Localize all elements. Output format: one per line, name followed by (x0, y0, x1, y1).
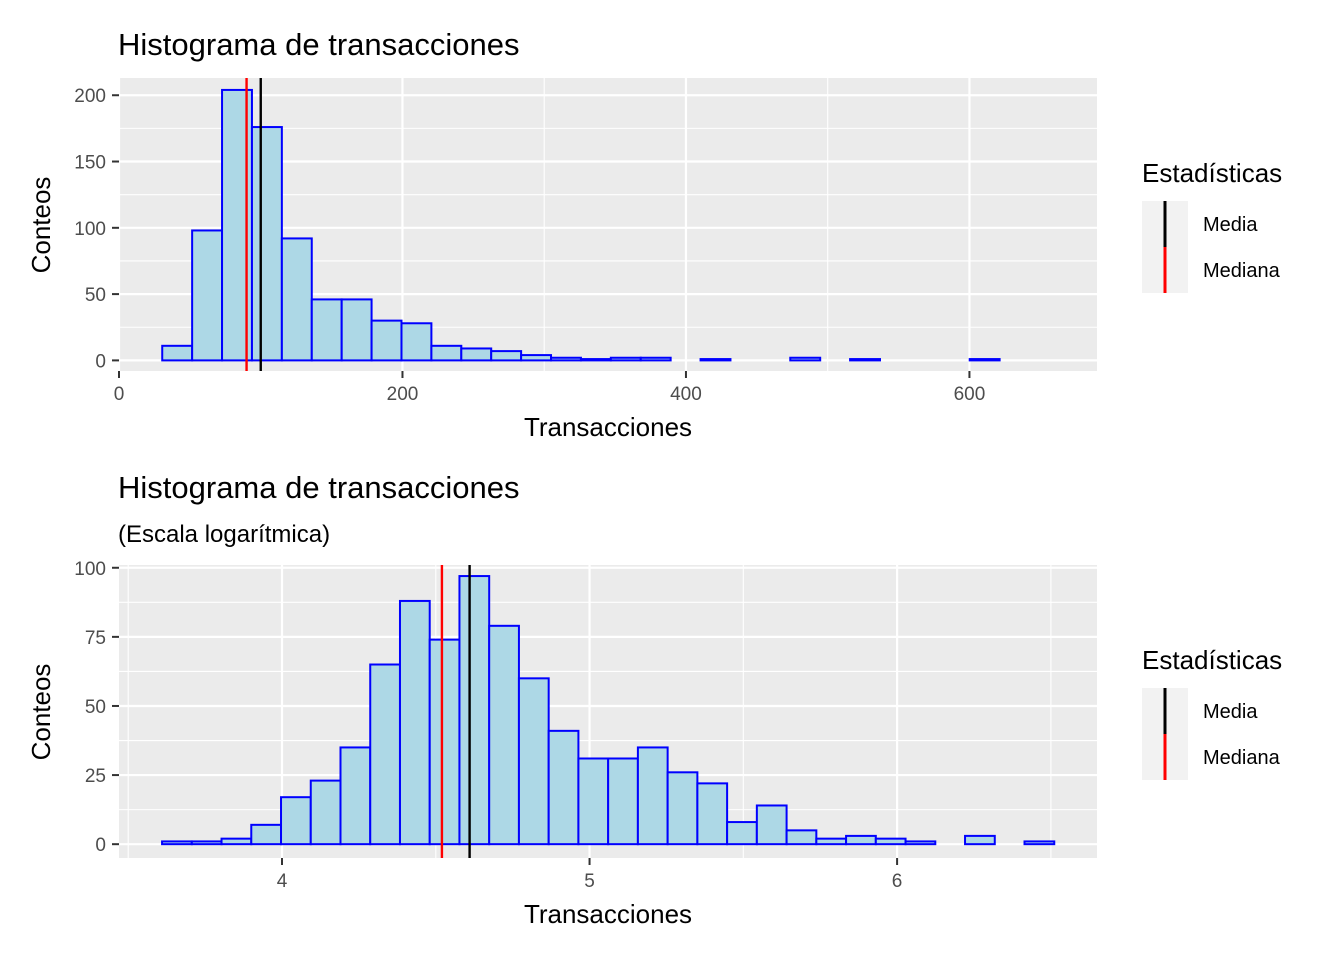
legend-label-mediana: Mediana (1203, 747, 1281, 769)
histogram-bar (428, 638, 461, 846)
histogram-bar (250, 823, 283, 846)
y-tick-label: 100 (74, 219, 106, 240)
histogram-chart-top: Histograma de transacciones 0 50 100 150 200… (26, 27, 1282, 442)
histogram-chart-bottom: Histograma de transacciones (Escala loga… (26, 470, 1282, 929)
y-tick-label: 50 (85, 285, 106, 306)
x-axis-ticks: 4 5 6 (277, 858, 903, 892)
y-axis-ticks: 0 50 100 150 200 (74, 86, 119, 372)
histogram-bar (369, 663, 401, 846)
histogram-bar (517, 677, 550, 846)
histogram-bar (696, 782, 729, 846)
x-tick-label: 5 (584, 871, 595, 892)
stat-lines (440, 565, 471, 858)
histogram-bar (607, 757, 639, 846)
legend-label-mediana: Mediana (1203, 260, 1281, 282)
y-axis-ticks: 0 25 50 75 100 (74, 559, 119, 856)
grid-lines (117, 78, 1097, 371)
x-tick-label: 0 (114, 384, 125, 405)
histogram-bar (490, 350, 523, 362)
histogram-bar (430, 344, 463, 362)
histogram-bar (639, 356, 672, 362)
histogram-bar (220, 837, 253, 846)
stat-lines (245, 78, 262, 371)
histogram-bar (370, 319, 403, 362)
histogram-bar (964, 834, 996, 846)
y-tick-label: 0 (95, 835, 106, 856)
x-tick-label: 6 (892, 871, 903, 892)
histogram-bar (1023, 840, 1056, 846)
histogram-bar (815, 837, 848, 846)
legend: Estadísticas Media Mediana (1142, 158, 1282, 293)
y-tick-label: 50 (85, 697, 106, 718)
histogram-bar (460, 347, 493, 362)
y-tick-label: 25 (85, 766, 106, 787)
chart-title: Histograma de transacciones (118, 470, 519, 505)
histogram-bar (250, 126, 283, 362)
legend-title: Estadísticas (1142, 645, 1282, 675)
y-tick-label: 75 (85, 628, 106, 649)
histogram-bar (398, 599, 431, 846)
x-tick-label: 600 (954, 384, 986, 405)
histogram-bar (550, 356, 582, 362)
histogram-bar (968, 358, 1001, 362)
histogram-bar (547, 729, 580, 846)
histogram-bar (400, 322, 433, 362)
histogram-bar (309, 779, 342, 846)
histogram-bar (666, 771, 699, 846)
histogram-bar (579, 358, 612, 362)
histogram-bar (849, 358, 881, 362)
x-tick-label: 200 (387, 384, 419, 405)
histogram-bar (191, 229, 224, 362)
histogram-bar (280, 237, 313, 362)
histogram-bar (339, 746, 372, 846)
histogram-bar (161, 344, 194, 362)
histogram-bar (280, 796, 312, 846)
x-tick-label: 400 (670, 384, 702, 405)
x-axis-title: Transacciones (524, 899, 692, 929)
histogram-bar (520, 354, 553, 362)
histogram-bar (609, 356, 642, 362)
legend-label-media: Media (1203, 214, 1258, 236)
histogram-bar (789, 356, 822, 362)
histogram-bar (340, 298, 373, 362)
y-tick-label: 100 (74, 559, 106, 580)
x-tick-label: 4 (277, 871, 288, 892)
chart-subtitle: (Escala logarítmica) (118, 521, 330, 548)
histogram-bar (726, 821, 758, 846)
histogram-bar (755, 804, 788, 846)
legend: Estadísticas Media Mediana (1142, 645, 1282, 780)
histogram-bar (161, 840, 193, 846)
histogram-bar (488, 624, 520, 846)
histogram-bar (785, 829, 818, 846)
y-tick-label: 0 (95, 351, 106, 372)
histogram-bar (636, 746, 669, 846)
histogram-bar (310, 298, 343, 362)
histogram-bar (577, 757, 610, 846)
legend-label-media: Media (1203, 701, 1258, 723)
x-axis-title: Transacciones (524, 412, 692, 442)
histogram-bar (190, 840, 223, 846)
histogram-bar (458, 575, 491, 846)
histogram-bar (904, 840, 937, 846)
x-axis-ticks: 0 200 400 600 (114, 371, 986, 405)
y-axis-title: Conteos (26, 664, 56, 761)
chart-title: Histograma de transacciones (118, 27, 519, 62)
y-tick-label: 200 (74, 86, 106, 107)
histogram-bar (699, 358, 732, 362)
y-tick-label: 150 (74, 153, 106, 174)
y-axis-title: Conteos (26, 177, 56, 274)
histogram-bars (161, 575, 1056, 846)
histogram-bar (845, 834, 877, 846)
histogram-bar (874, 837, 907, 846)
legend-title: Estadísticas (1142, 158, 1282, 188)
